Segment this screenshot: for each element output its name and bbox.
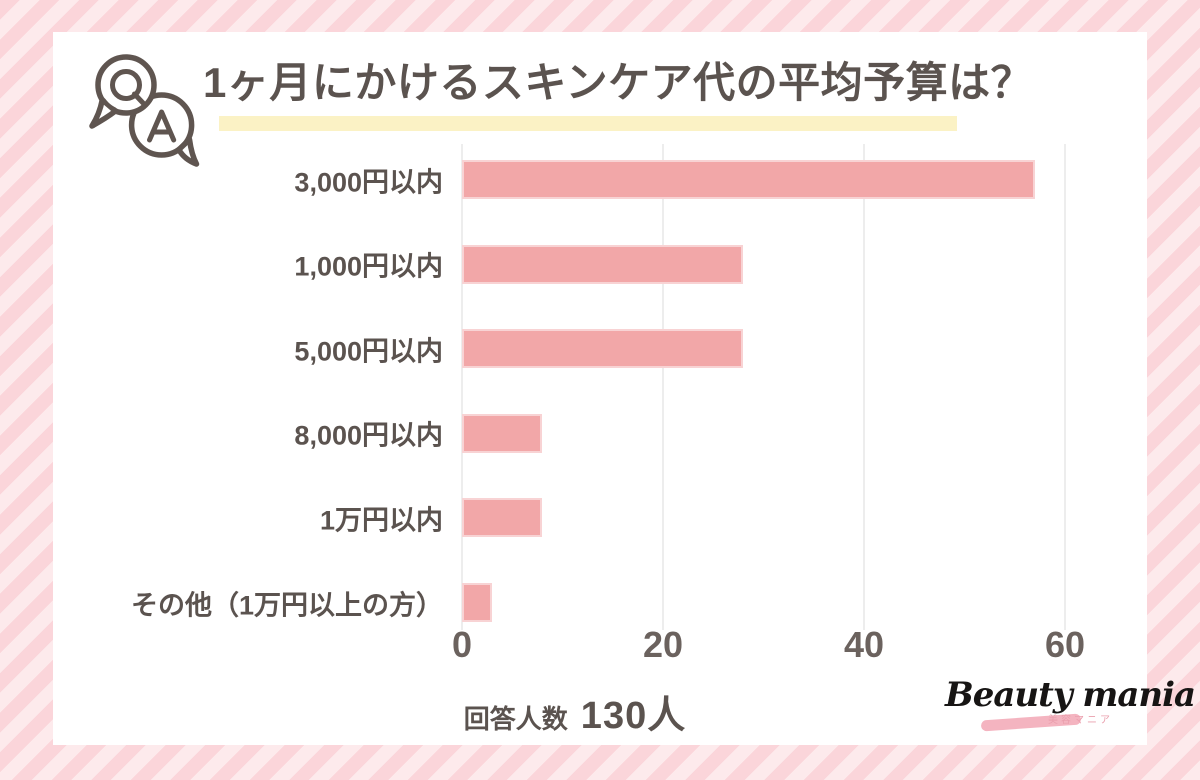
respondents-label: 回答人数 — [463, 704, 568, 734]
gridline-0 — [461, 144, 463, 630]
x-tick-label-0: 0 — [451, 624, 473, 665]
bar-3 — [462, 413, 543, 453]
page-title: 1ヶ月にかけるスキンケア代の平均予算は？ — [203, 59, 1034, 106]
category-label-0: 3,000円以内 — [294, 167, 443, 197]
respondents-value: 130人 — [580, 695, 687, 737]
qa-speech-bubbles-icon — [89, 54, 200, 167]
gridline-20 — [662, 144, 664, 630]
gridline-40 — [863, 144, 865, 630]
x-tick-label-40: 40 — [843, 624, 885, 665]
bar-5 — [462, 583, 493, 622]
category-label-4: 1万円以内 — [319, 505, 443, 536]
bar-chart: 0 20 40 60 3,000円以内 1,000円以内 5,000円以内 8,000円以内 1… — [53, 32, 1147, 745]
bar-4 — [462, 498, 543, 538]
respondents-line: 回答人数 130人 — [464, 684, 686, 739]
category-label-2: 5,000円以内 — [294, 336, 443, 367]
category-label-1: 1,000円以内 — [294, 251, 443, 282]
x-tick-label-20: 20 — [642, 624, 684, 665]
bar-0 — [462, 160, 1035, 199]
content-panel: 1ヶ月にかけるスキンケア代の平均予算は？ 0 20 40 60 3,000円以内 1,00… — [53, 32, 1196, 745]
brand-name: Beauty mania — [945, 675, 1196, 715]
brand-logo: Beauty mania 美容マニア — [945, 675, 1196, 741]
x-tick-label-60: 60 — [1044, 624, 1086, 665]
brand-subtitle: 美容マニア — [1048, 715, 1113, 727]
category-label-3: 8,000円以内 — [294, 420, 443, 451]
bar-1 — [462, 244, 744, 284]
bar-2 — [462, 329, 744, 369]
category-label-5: その他（1万円以上の方） — [130, 590, 443, 620]
gridline-60 — [1064, 144, 1066, 630]
title-highlight — [219, 116, 957, 131]
